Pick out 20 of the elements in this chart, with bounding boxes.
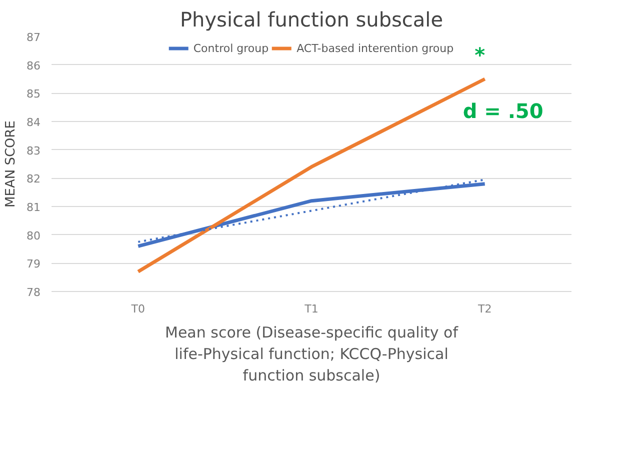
y-axis-title: MEAN SCORE (4, 120, 19, 208)
x-axis-title: Mean score (Disease-specific quality of life-Physical function; KCCQ-Physical function subscale) (165, 324, 459, 385)
x-tick-label: T1 (304, 302, 318, 316)
annotation: * (474, 43, 486, 67)
y-tick-label: 87 (26, 31, 41, 44)
legend-label: ACT-based interention group (296, 42, 454, 54)
legend-label: Control group (193, 42, 269, 54)
y-tick-label: 82 (26, 172, 41, 186)
y-tick-label: 86 (26, 59, 41, 72)
y-tick-label: 79 (26, 258, 41, 271)
y-tick-label: 83 (26, 144, 41, 158)
y-tick-label: 78 (26, 286, 41, 299)
y-tick-label: 85 (26, 88, 41, 101)
chart-title: Physical function subscale (180, 8, 444, 32)
x-tick-label: T0 (130, 302, 146, 316)
y-tick-label: 84 (26, 116, 41, 129)
y-tick-label: 80 (26, 229, 41, 242)
x-tick-label: T2 (476, 302, 492, 316)
y-tick-label: 81 (26, 201, 41, 214)
annotation: d = .50 (462, 99, 544, 123)
